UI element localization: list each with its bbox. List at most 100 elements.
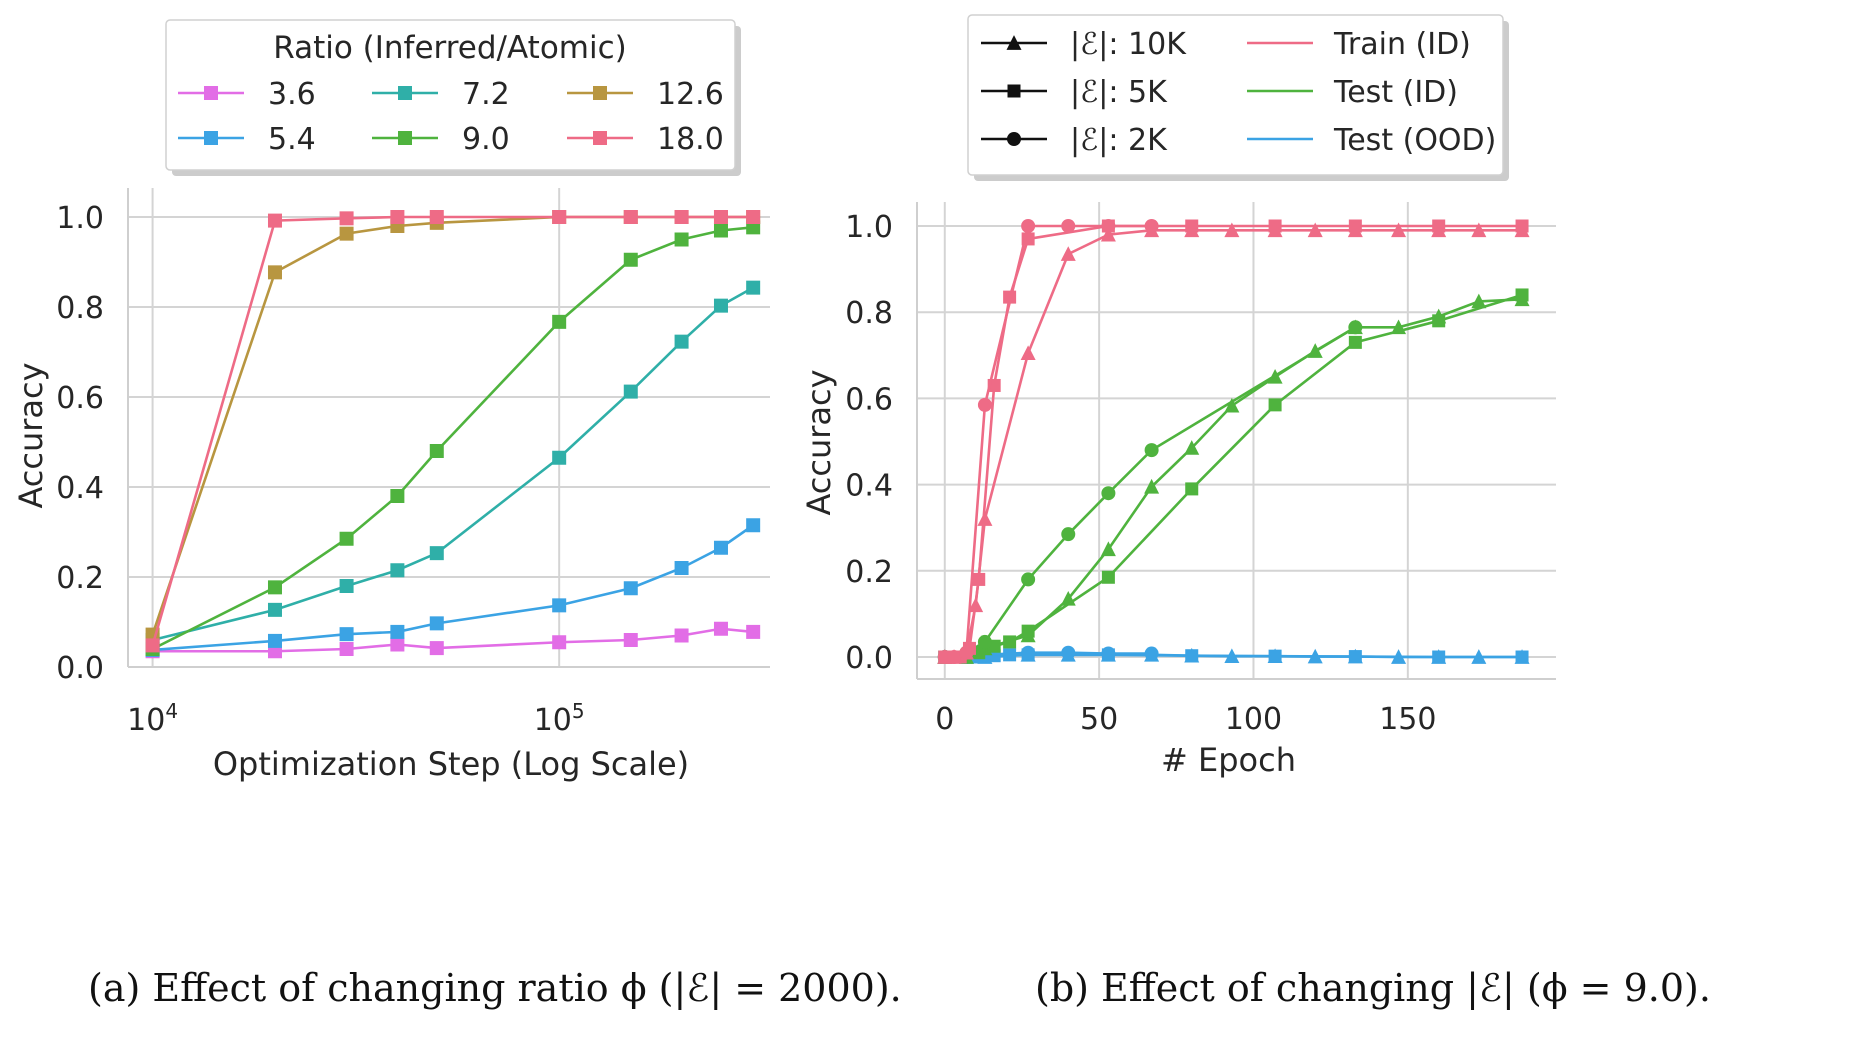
legend-label: 12.6 <box>657 77 724 112</box>
data-point-5.4 <box>674 561 689 575</box>
data-point-test_id-5K <box>1348 335 1362 349</box>
x-tick-label: 104 <box>127 699 178 738</box>
data-point-test_ood-5K <box>1515 650 1529 664</box>
y-tick-label: 0.2 <box>845 555 893 590</box>
data-point-5.4 <box>552 598 567 613</box>
data-point-train-5K <box>1348 219 1362 233</box>
y-axis-label: Accuracy <box>800 369 838 515</box>
data-point-9.0 <box>339 531 354 546</box>
data-point-3.6 <box>552 635 567 650</box>
legend-title: Ratio (Inferred/Atomic) <box>273 30 627 66</box>
legend-box <box>967 14 1504 176</box>
data-point-7.2 <box>267 602 282 617</box>
data-point-train-2K <box>947 650 962 664</box>
data-point-9.0 <box>552 314 567 329</box>
legend-label: |ℰ|: 2K <box>1070 123 1168 158</box>
series-line-7.2 <box>152 286 754 642</box>
panel-a: 0.0 0.2 0.4 0.6 0.8 1.0 104 105 Optimization Ste… <box>12 19 770 783</box>
data-point-5.4 <box>390 624 405 639</box>
data-point-5.4 <box>623 581 638 596</box>
data-point-train-2K <box>1061 219 1076 233</box>
legend-label: |ℰ|: 5K <box>1070 75 1168 110</box>
y-tick-label: 0.0 <box>56 651 104 686</box>
data-point-train-2K <box>959 645 974 660</box>
data-point-test_id-5K <box>1268 398 1282 412</box>
data-point-test_ood-2K <box>1101 646 1116 661</box>
data-point-3.6 <box>339 642 354 656</box>
legend-marker <box>204 131 218 145</box>
y-tick-label: 1.0 <box>845 210 893 245</box>
data-point-7.2 <box>674 334 689 349</box>
data-point-9.0 <box>429 444 444 458</box>
data-point-test_id-10K <box>1100 541 1116 557</box>
data-point-train-5K <box>1515 219 1529 233</box>
legend-label: Train (ID) <box>1333 27 1471 62</box>
data-point-train-2K <box>1021 219 1036 233</box>
legend-marker <box>593 86 607 100</box>
y-tick-label: 0.8 <box>845 296 893 331</box>
series-line-test_id-5K <box>944 293 1523 659</box>
data-point-test_id-2K <box>1061 527 1076 542</box>
data-point-9.0 <box>390 489 405 503</box>
x-tick-label: 0 <box>935 702 954 737</box>
data-point-test_ood-5K <box>1185 649 1199 663</box>
data-point-test_id-5K <box>1021 624 1035 638</box>
legend-a: Ratio (Inferred/Atomic) 3.6 5.4 7.2 9.0 12.6 1… <box>165 19 741 176</box>
data-point-9.0 <box>674 232 689 247</box>
data-point-18.0 <box>552 210 567 224</box>
data-point-7.2 <box>390 563 405 578</box>
x-tick-label: 150 <box>1379 702 1436 737</box>
y-tick-label: 0.2 <box>56 561 104 596</box>
y-axis-label: Accuracy <box>12 362 50 508</box>
legend-marker <box>204 86 218 100</box>
series-line-12.6 <box>151 215 754 636</box>
panel-b: 0.0 0.2 0.4 0.6 0.8 1.0 0 50 100 150 # Epoch Accura… <box>800 14 1556 779</box>
x-tick-label: 100 <box>1225 702 1282 737</box>
legend-label: Test (ID) <box>1333 75 1458 110</box>
legend-marker <box>398 131 412 145</box>
data-point-5.4 <box>339 627 354 642</box>
data-point-5.4 <box>267 633 282 648</box>
data-point-test_id-2K <box>1021 572 1036 587</box>
data-point-test_id-2K <box>1348 320 1363 335</box>
data-point-train-5K <box>1185 219 1199 233</box>
data-point-7.2 <box>713 298 728 313</box>
data-point-7.2 <box>746 280 761 295</box>
x-axis-label: Optimization Step (Log Scale) <box>213 745 689 783</box>
data-point-18.0 <box>429 210 444 224</box>
data-point-train-10K <box>1471 222 1487 238</box>
data-point-train-5K <box>1432 219 1446 233</box>
y-tick-label: 0.4 <box>56 471 104 506</box>
data-point-test_id-5K <box>1003 635 1017 649</box>
data-point-test_id-10K <box>1471 293 1487 309</box>
data-point-train-5K <box>972 572 986 586</box>
data-point-3.6 <box>429 641 444 656</box>
legend-label: 3.6 <box>268 77 316 112</box>
data-point-18.0 <box>267 213 282 228</box>
legend-marker <box>1007 132 1021 146</box>
data-point-7.2 <box>623 384 638 399</box>
series-line-18.0 <box>151 215 754 646</box>
data-point-test_id-2K <box>1101 486 1116 501</box>
series-line-train-5K <box>944 224 1523 659</box>
data-point-3.6 <box>746 624 761 639</box>
data-point-train-10K <box>1060 246 1076 261</box>
data-point-train-10K <box>1100 226 1116 242</box>
data-point-test_id-5K <box>1432 314 1446 328</box>
data-point-3.6 <box>713 621 728 636</box>
data-point-test_ood-2K <box>1061 645 1076 660</box>
data-point-5.4 <box>429 616 444 631</box>
data-point-9.0 <box>267 580 282 595</box>
data-point-3.6 <box>623 633 638 647</box>
legend-b: |ℰ|: 10K |ℰ|: 5K |ℰ|: 2K Train (ID) Test (ID… <box>967 14 1509 181</box>
data-point-train-2K <box>977 397 992 412</box>
data-point-test_id-2K <box>1144 443 1159 458</box>
legend-box <box>165 19 736 171</box>
data-point-test_ood-2K <box>1144 646 1159 661</box>
caption-a: (a) Effect of changing ratio ϕ (|ℰ| = 20… <box>88 966 902 1010</box>
data-point-18.0 <box>674 210 689 224</box>
data-point-train-2K <box>1101 219 1116 233</box>
series-line-5.4 <box>152 524 754 652</box>
data-point-train-10K <box>1391 222 1407 238</box>
data-point-9.0 <box>623 252 638 267</box>
